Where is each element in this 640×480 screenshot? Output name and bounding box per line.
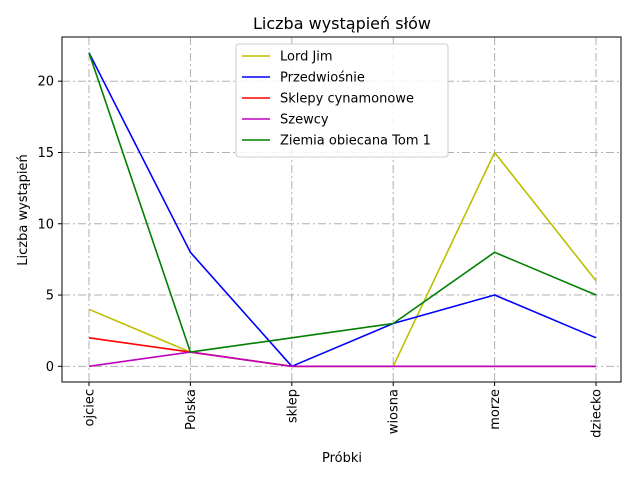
x-axis-label: Próbki: [322, 451, 362, 466]
legend-label: Szewcy: [280, 113, 329, 128]
chart-title: Liczba wystąpień słów: [253, 14, 431, 33]
y-tick-label: 5: [46, 289, 54, 304]
y-tick-label: 10: [37, 217, 54, 232]
y-tick-label: 15: [37, 146, 54, 161]
plot-frame: [61, 36, 622, 383]
x-tick-label: wiosna: [387, 389, 402, 434]
series-lines: [88, 52, 597, 368]
x-tick-label: Polska: [184, 389, 199, 430]
series-line: [88, 52, 597, 353]
legend-label: Ziemia obiecana Tom 1: [280, 134, 431, 149]
x-axis: ojciec Polska sklep wiosna morze dziecko: [83, 382, 605, 438]
legend: Lord Jim Przedwiośnie Sklepy cynamonowe Sze…: [235, 43, 449, 158]
legend-box: [235, 43, 449, 158]
series-line: [88, 52, 597, 368]
x-tick-label: morze: [488, 389, 503, 430]
legend-label: Lord Jim: [280, 50, 333, 65]
legend-label: Sklepy cynamonowe: [280, 92, 414, 107]
y-axis-label: Liczba wystąpień: [16, 154, 31, 265]
series-line: [88, 351, 596, 368]
legend-label: Przedwiośnie: [280, 71, 365, 86]
y-tick-label: 0: [46, 360, 54, 375]
y-tick-label: 20: [37, 75, 54, 90]
x-tick-label: dziecko: [590, 389, 605, 438]
series-line: [88, 151, 597, 368]
y-axis: 0 5 10 15 20: [37, 75, 62, 375]
x-tick-label: sklep: [285, 389, 300, 423]
x-tick-label: ojciec: [83, 389, 98, 426]
